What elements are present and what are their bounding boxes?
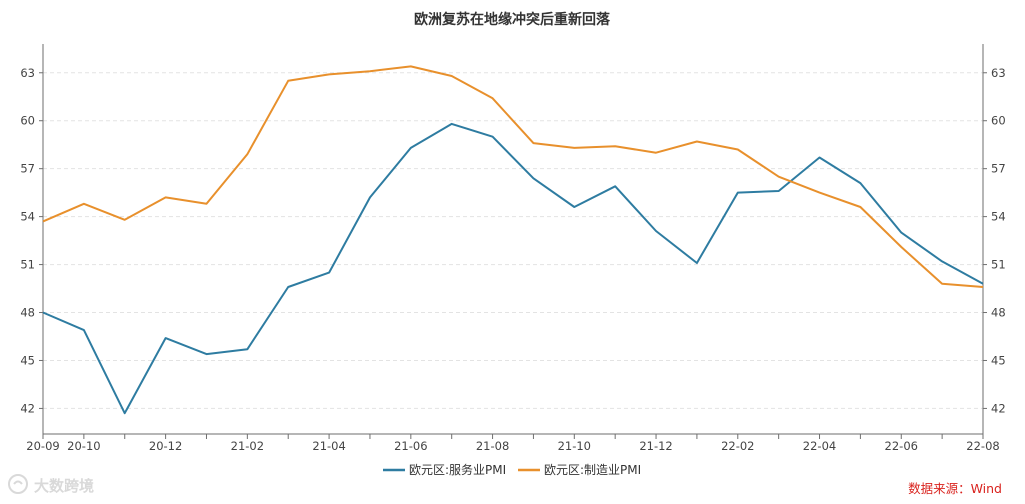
x-tick-label: 20-10 xyxy=(67,439,100,453)
watermark-text: 大数跨境 xyxy=(34,477,94,495)
y-tick-label-right: 45 xyxy=(991,353,1006,367)
series-lines xyxy=(42,65,984,415)
grid-lines xyxy=(43,72,983,409)
legend-label: 欧元区:制造业PMI xyxy=(544,463,641,477)
x-tick-label: 21-02 xyxy=(231,439,264,453)
legend-label: 欧元区:服务业PMI xyxy=(409,462,506,477)
x-tick-label: 22-02 xyxy=(721,439,754,453)
legend: 欧元区:服务业PMI 欧元区:制造业PMI xyxy=(383,462,641,477)
x-tick-label: 21-08 xyxy=(476,439,509,453)
y-tick-label-right: 42 xyxy=(991,401,1006,415)
x-tick-label: 20-09 xyxy=(26,439,59,453)
series-line-manufacturing-pmi xyxy=(42,65,984,288)
watermark-logo-icon xyxy=(8,474,28,494)
watermark: 大数跨境 xyxy=(8,474,94,495)
y-tick-label-right: 51 xyxy=(991,258,1006,272)
source-note: 数据来源：Wind xyxy=(908,481,1002,496)
y-tick-label-right: 48 xyxy=(991,306,1006,320)
axes: 42 42 45 45 48 48 51 51 54 54 57 57 60 60 63 63 20-09 20-… xyxy=(20,44,1006,453)
y-tick-label-right: 60 xyxy=(991,114,1006,128)
chart-title: 欧洲复苏在地缘冲突后重新回落 xyxy=(414,11,611,28)
x-tick-label: 20-12 xyxy=(149,439,182,453)
x-tick-label: 21-06 xyxy=(394,439,427,453)
y-tick-label-left: 63 xyxy=(20,66,35,80)
y-tick-label-left: 42 xyxy=(20,401,35,415)
series-line-services-pmi xyxy=(42,122,984,415)
x-tick-label: 21-04 xyxy=(312,439,345,453)
y-tick-label-right: 57 xyxy=(991,162,1006,176)
x-tick-label: 22-06 xyxy=(885,439,918,453)
x-tick-label: 22-04 xyxy=(803,439,836,453)
y-tick-label-right: 63 xyxy=(991,66,1006,80)
y-tick-label-left: 57 xyxy=(20,162,35,176)
y-tick-label-right: 54 xyxy=(991,210,1006,224)
x-tick-label: 21-12 xyxy=(639,439,672,453)
x-tick-label: 22-08 xyxy=(966,439,999,453)
y-tick-label-left: 60 xyxy=(20,114,35,128)
y-tick-label-left: 45 xyxy=(20,353,35,367)
x-tick-label: 21-10 xyxy=(558,439,591,453)
y-tick-label-left: 51 xyxy=(20,258,35,272)
y-tick-label-left: 48 xyxy=(20,306,35,320)
y-tick-label-left: 54 xyxy=(20,210,35,224)
